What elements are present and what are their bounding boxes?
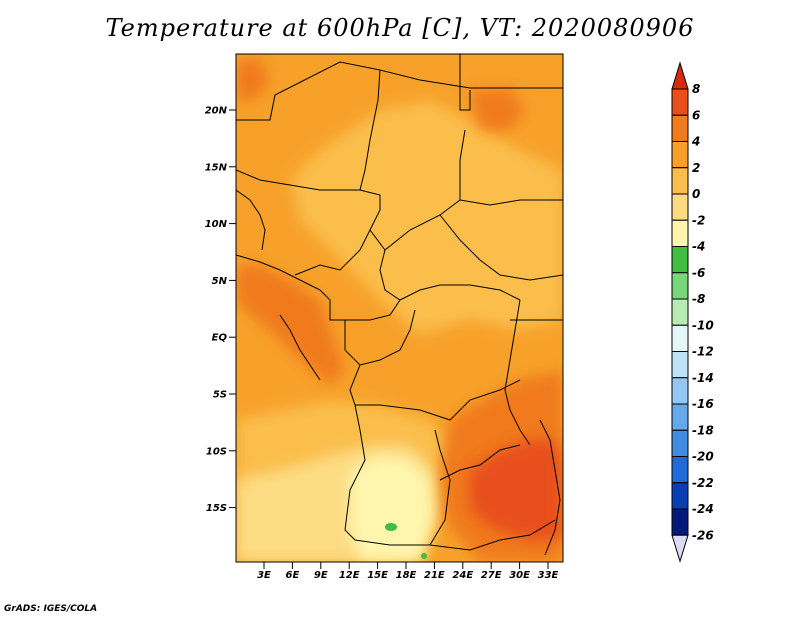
border-line — [344, 404, 451, 546]
colorbar-segment — [671, 456, 689, 484]
lat-tick-label: 5S — [213, 390, 227, 401]
field-green-spot-1 — [385, 523, 397, 531]
longitude-axis: 3E 6E 9E 12E 15E 18E 21E 24E 27E 30E 33E — [257, 562, 559, 581]
field-green-spot-2 — [421, 553, 427, 559]
colorbar-top-arrow — [671, 61, 689, 90]
border-line — [504, 299, 531, 446]
field-4-6-northwest — [236, 58, 270, 100]
lat-tick-label: 20N — [205, 106, 228, 117]
colorbar-segment — [671, 508, 689, 536]
border-line — [439, 444, 521, 481]
lat-tick-label: 15N — [205, 162, 228, 173]
colorbar-label: -2 — [692, 213, 705, 227]
border-line — [539, 419, 561, 556]
colorbar-label: 6 — [692, 108, 700, 122]
colorbar-label: 0 — [692, 187, 700, 201]
colorbar-segment — [671, 141, 689, 169]
temperature-field — [236, 54, 563, 562]
border-line — [279, 314, 321, 381]
colorbar-segment — [671, 377, 689, 405]
border-line — [344, 309, 416, 366]
colorbar: 8 6 4 2 0 -2 -4 -6 -8 -10 -12 -14 -16 -18 -20 -22 -24 -26 — [671, 61, 714, 563]
colorbar-segment — [671, 324, 689, 352]
colorbar-label: 2 — [692, 161, 700, 175]
colorbar-label: -4 — [692, 240, 705, 254]
border-line — [236, 61, 563, 121]
border-line — [379, 249, 521, 301]
field-4-6-northeast — [470, 88, 525, 130]
colorbar-segment — [671, 167, 689, 195]
border-line — [294, 229, 371, 276]
lat-tick-label: 5N — [212, 276, 228, 287]
lon-tick-label: 15E — [367, 570, 388, 581]
border-line — [349, 364, 521, 421]
colorbar-segment — [671, 114, 689, 142]
lon-tick-label: 30E — [509, 570, 530, 581]
colorbar-label: -14 — [692, 371, 714, 385]
colorbar-segment — [671, 272, 689, 300]
latitude-axis: 20N 15N 10N 5N EQ 5S 10S 15S — [205, 106, 236, 514]
country-borders — [236, 54, 563, 556]
colorbar-label: -12 — [692, 345, 714, 359]
colorbar-label: 8 — [692, 82, 700, 96]
colorbar-label: -20 — [692, 450, 714, 464]
lat-tick-label: EQ — [212, 333, 228, 344]
lon-tick-label: 33E — [538, 570, 559, 581]
lat-tick-label: 15S — [206, 503, 227, 514]
colorbar-label: -22 — [692, 476, 714, 490]
lon-tick-label: 12E — [339, 570, 360, 581]
lat-tick-label: 10S — [206, 446, 227, 457]
colorbar-label: -8 — [692, 292, 705, 306]
colorbar-label: -24 — [692, 502, 714, 516]
field-6-8-southeast — [470, 440, 563, 540]
colorbar-label: -18 — [692, 423, 714, 437]
map-frame — [235, 53, 564, 563]
colorbar-label: -6 — [692, 266, 705, 280]
colorbar-bottom-arrow — [671, 534, 689, 563]
border-line — [359, 69, 381, 191]
border-line — [236, 254, 401, 321]
lon-tick-label: 18E — [396, 570, 417, 581]
field-4-6-west — [236, 265, 345, 385]
credit-label: GrADS: IGES/COLA — [4, 604, 98, 614]
colorbar-segment — [671, 219, 689, 247]
colorbar-label: -16 — [692, 397, 714, 411]
colorbar-segment — [671, 193, 689, 221]
lat-tick-label: 10N — [205, 219, 228, 230]
colorbar-label: 4 — [691, 135, 700, 149]
border-line — [459, 199, 563, 206]
chart-title: Temperature at 600hPa [C], VT: 202008090… — [105, 14, 695, 42]
border-line — [236, 189, 266, 251]
colorbar-segment — [671, 246, 689, 274]
border-line — [236, 129, 466, 251]
colorbar-segment — [671, 88, 689, 116]
lon-tick-label: 6E — [286, 570, 300, 581]
colorbar-segment — [671, 482, 689, 510]
border-line — [439, 214, 563, 281]
border-line — [459, 54, 471, 111]
border-line — [429, 519, 556, 551]
lon-tick-label: 27E — [481, 570, 502, 581]
lon-tick-label: 3E — [257, 570, 271, 581]
field-0-2-central — [290, 100, 563, 335]
colorbar-label: -10 — [692, 318, 714, 332]
lon-tick-label: 21E — [424, 570, 445, 581]
lon-tick-label: 9E — [314, 570, 328, 581]
colorbar-segment — [671, 429, 689, 457]
field-coolest-south — [350, 455, 432, 560]
lon-tick-label: 24E — [452, 570, 473, 581]
colorbar-segment — [671, 351, 689, 379]
colorbar-segment — [671, 298, 689, 326]
colorbar-label: -26 — [692, 528, 714, 542]
colorbar-segment — [671, 403, 689, 431]
